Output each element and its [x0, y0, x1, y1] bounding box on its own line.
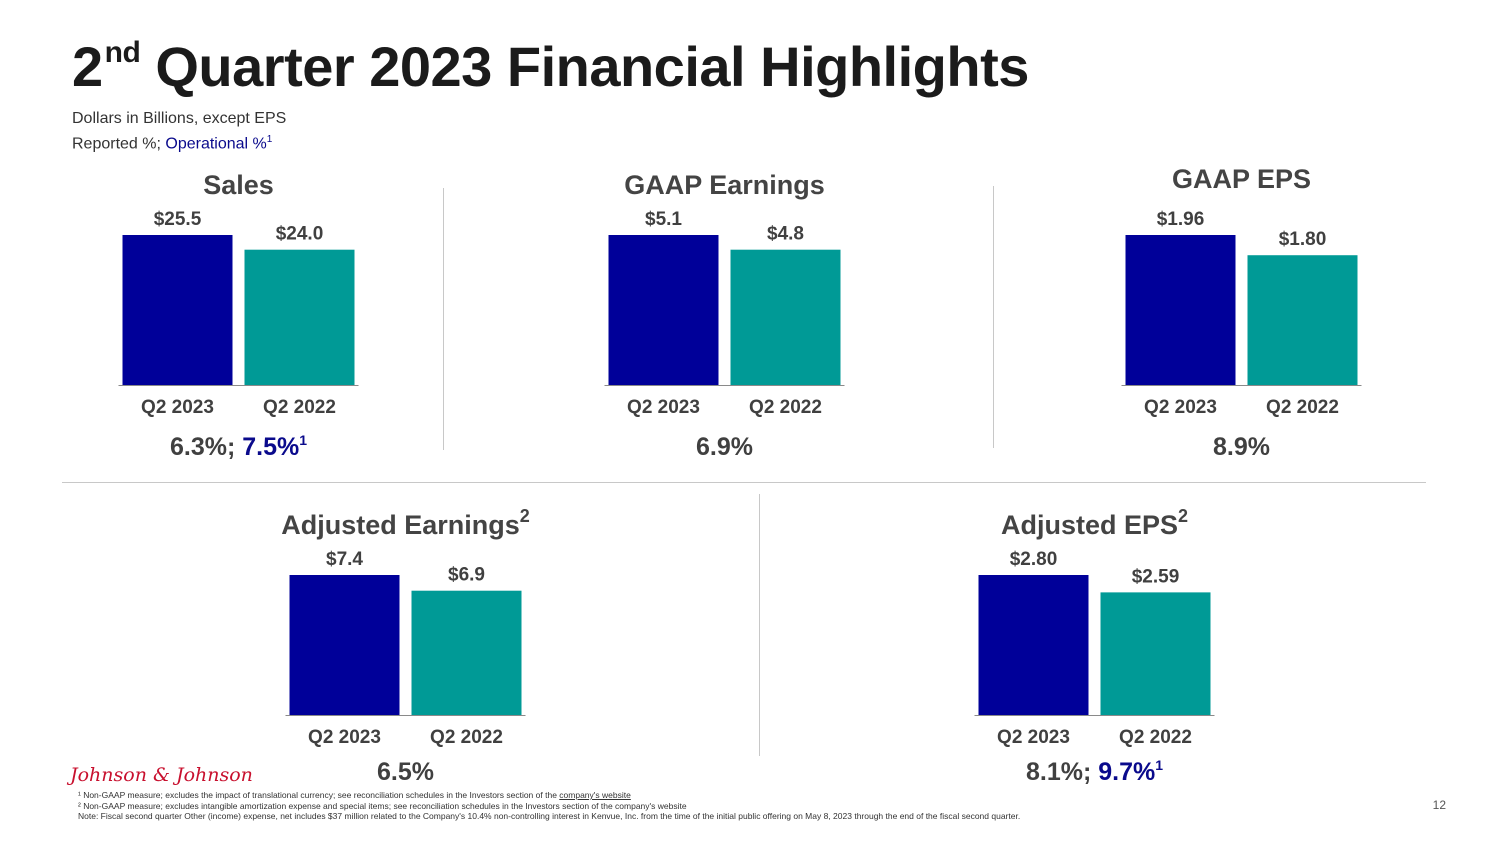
chart-title: GAAP Earnings [624, 170, 825, 200]
page-number: 12 [1432, 798, 1446, 812]
data-label: $1.80 [1279, 229, 1327, 250]
growth-text: 6.3%; 7.5%1 [169, 432, 308, 461]
growth-text: 6.9% [696, 433, 753, 461]
data-label: $4.8 [767, 224, 804, 245]
data-label: $6.9 [448, 565, 485, 586]
divider-horizontal [62, 482, 1426, 483]
data-label: $1.96 [1157, 209, 1205, 230]
subtitle-operational: Operational % [165, 135, 267, 153]
subtitle-operational-sup: 1 [266, 134, 273, 145]
data-label: $24.0 [276, 224, 324, 245]
data-label: $7.4 [326, 549, 363, 570]
footnotes: ¹ Non-GAAP measure; excludes the impact … [78, 790, 1020, 822]
chart-title: GAAP EPS [1171, 164, 1312, 194]
bar-q2-2023 [289, 575, 400, 715]
divider-vertical-1 [443, 188, 444, 450]
company-website-link[interactable]: company's website [559, 790, 631, 800]
gaap-eps-panel: GAAP EPS $1.96 Q2 2023 $1.80 Q2 2022 8.9% [1121, 0, 1362, 480]
category-label: Q2 2022 [430, 727, 503, 748]
bar-q2-2022 [730, 249, 841, 385]
growth-text: 8.9% [1213, 433, 1270, 461]
gaap-earnings-panel: GAAP Earnings $5.1 Q2 2023 $4.8 Q2 2022 6.9… [602, 0, 847, 480]
data-label: $2.80 [1010, 549, 1058, 570]
chart-title: Adjusted Earnings2 [281, 506, 530, 540]
subtitle-legend: Reported %; Operational %1 [72, 129, 286, 154]
category-label: Q2 2023 [308, 727, 381, 748]
category-label: Q2 2022 [263, 397, 336, 418]
category-label: Q2 2023 [1144, 397, 1217, 418]
category-label: Q2 2022 [1266, 397, 1339, 418]
bar-q2-2022 [411, 590, 522, 715]
category-label: Q2 2023 [627, 397, 700, 418]
divider-vertical-2 [993, 186, 994, 448]
growth-text: 8.1%; 9.7%1 [1025, 757, 1164, 786]
subtitle-reported: Reported %; [72, 135, 166, 153]
company-logo: Johnson & Johnson [70, 764, 253, 786]
page-subtitle: Dollars in Billions, except EPS Reported… [72, 108, 286, 154]
adjusted-eps-chart: $2.80 Q2 2023 $2.59 Q2 2022 [974, 549, 1215, 748]
chart-title: Sales [203, 170, 274, 200]
bar-q2-2023 [1125, 235, 1236, 385]
footnote-note: Note: Fiscal second quarter Other (incom… [78, 811, 1021, 821]
gaap-eps-chart: $1.96 Q2 2023 $1.80 Q2 2022 [1121, 209, 1362, 418]
category-label: Q2 2022 [749, 397, 822, 418]
growth-text: 6.5% [377, 758, 434, 786]
category-label: Q2 2022 [1119, 727, 1192, 748]
bar-q2-2023 [608, 235, 719, 385]
bar-q2-2022 [1100, 592, 1211, 715]
bar-q2-2022 [1247, 255, 1358, 385]
bar-q2-2023 [122, 235, 233, 385]
data-label: $5.1 [645, 209, 682, 230]
data-label: $2.59 [1132, 566, 1180, 587]
divider-vertical-3 [759, 494, 760, 756]
category-label: Q2 2023 [997, 727, 1070, 748]
footnote-2: ² Non-GAAP measure; excludes intangible … [78, 800, 687, 811]
page-title: 2nd Quarter 2023 Financial Highlights [72, 35, 1029, 98]
data-label: $25.5 [154, 209, 202, 230]
sales-chart: $25.5 Q2 2023 $24.0 Q2 2022 [118, 209, 359, 418]
category-label: Q2 2023 [141, 397, 214, 418]
footnote-1: ¹ Non-GAAP measure; excludes the impact … [78, 790, 631, 800]
bar-q2-2023 [978, 575, 1089, 715]
adjusted-earnings-chart: $7.4 Q2 2023 $6.9 Q2 2022 [285, 549, 526, 748]
adjusted-earnings-panel: Adjusted Earnings2 $7.4 Q2 2023 $6.9 Q2 202… [281, 0, 530, 800]
sales-panel: Sales $25.5 Q2 2023 $24.0 Q2 2022 6.3%; 7.5… [116, 0, 361, 480]
chart-title: Adjusted EPS2 [1000, 506, 1189, 540]
bar-q2-2022 [244, 249, 355, 385]
adjusted-eps-panel: Adjusted EPS2 $2.80 Q2 2023 $2.59 Q2 2022 8… [972, 0, 1217, 800]
gaap-earnings-chart: $5.1 Q2 2023 $4.8 Q2 2022 [604, 209, 845, 418]
subtitle-units: Dollars in Billions, except EPS [72, 110, 287, 127]
